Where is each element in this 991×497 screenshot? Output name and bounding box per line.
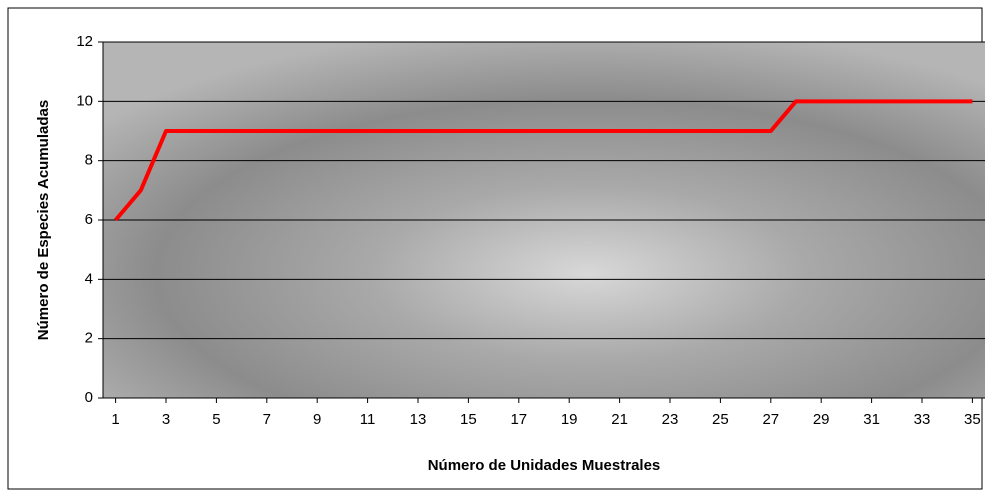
x-tick-label: 3 xyxy=(162,411,170,428)
y-tick-label: 12 xyxy=(76,33,93,50)
x-axis-title: Número de Unidades Muestrales xyxy=(428,457,661,474)
x-tick-label: 35 xyxy=(964,411,981,428)
x-tick-label: 23 xyxy=(662,411,679,428)
x-tick-label: 33 xyxy=(914,411,931,428)
x-tick-label: 5 xyxy=(212,411,220,428)
x-tick-label: 15 xyxy=(460,411,477,428)
x-tick-label: 25 xyxy=(712,411,729,428)
y-tick-label: 0 xyxy=(85,389,93,406)
x-tick-label: 19 xyxy=(561,411,578,428)
x-tick-label: 17 xyxy=(510,411,527,428)
y-tick-label: 6 xyxy=(85,211,93,228)
x-tick-label: 9 xyxy=(313,411,321,428)
y-tick-label: 4 xyxy=(85,270,93,287)
y-tick-label: 10 xyxy=(76,92,93,109)
x-tick-label: 11 xyxy=(360,411,376,428)
chart: Número de Unidades Muestrales Número de … xyxy=(0,0,991,497)
page: Número de Unidades Muestrales Número de … xyxy=(0,0,991,497)
y-tick-label: 2 xyxy=(85,330,93,347)
y-axis-title: Número de Especies Acumuladas xyxy=(35,100,52,340)
x-tick-label: 21 xyxy=(611,411,628,428)
x-tick-label: 27 xyxy=(762,411,779,428)
x-tick-label: 7 xyxy=(263,411,271,428)
x-tick-label: 13 xyxy=(410,411,427,428)
x-tick-label: 1 xyxy=(111,411,119,428)
x-tick-label: 29 xyxy=(813,411,830,428)
x-tick-label: 31 xyxy=(863,411,880,428)
y-tick-label: 8 xyxy=(85,152,93,169)
